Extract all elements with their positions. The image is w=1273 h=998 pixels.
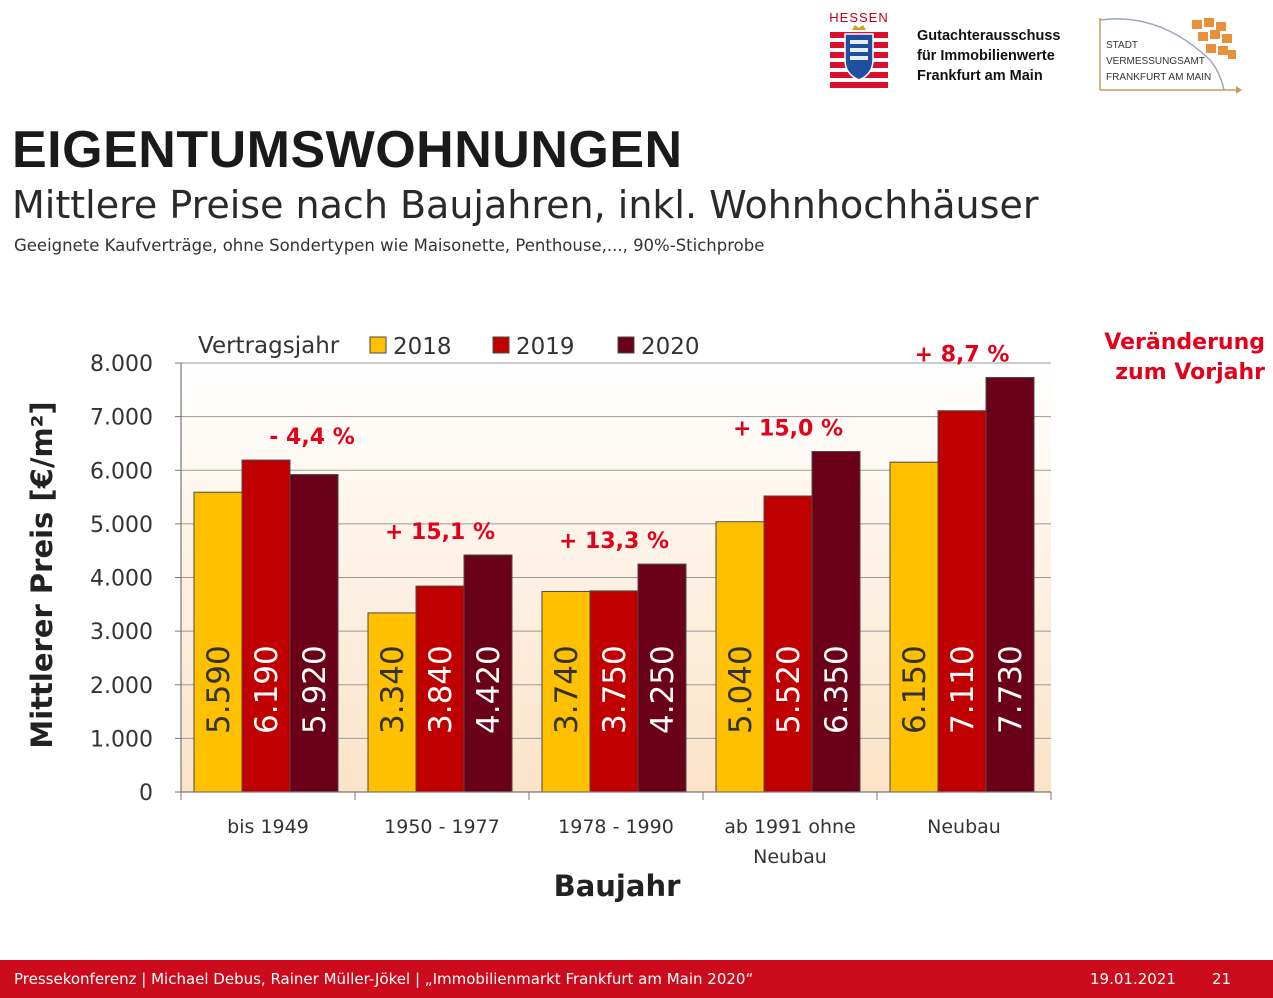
bar-value-label: 4.420 xyxy=(471,645,507,734)
x-tick-label: bis 1949 xyxy=(227,816,309,838)
y-tick-label: 5.000 xyxy=(90,513,153,538)
x-tick-label: 1978 - 1990 xyxy=(558,816,674,838)
legend-swatch xyxy=(492,336,510,354)
legend-label: 2020 xyxy=(641,334,700,360)
legend-label: 2018 xyxy=(393,334,452,360)
change-annotation: + 15,0 % xyxy=(733,416,843,441)
bar xyxy=(937,410,987,793)
legend-label: 2019 xyxy=(516,334,575,360)
bar xyxy=(889,461,939,793)
bar xyxy=(715,521,765,793)
logo-line-3: FRANKFURT AM MAIN xyxy=(1106,72,1211,83)
organization-name: Gutachterausschuss für Immobilienwerte F… xyxy=(917,26,1060,86)
org-line-2: für Immobilienwerte xyxy=(917,48,1055,64)
bar-value-label: 5.920 xyxy=(297,645,333,734)
y-tick-label: 0 xyxy=(139,781,153,806)
axes: 0 1.000 2.000 3.000 4.000 5.000 6.000 7.000 8.00… xyxy=(25,352,1052,903)
change-explanation-line-2: zum Vorjahr xyxy=(1115,360,1265,385)
bar-value-label: 3.740 xyxy=(549,645,585,734)
x-tick-label: 1950 - 1977 xyxy=(384,816,500,838)
bar-value-label: 7.730 xyxy=(993,645,1029,734)
bar-value-label: 6.350 xyxy=(819,645,855,734)
change-explanation: Veränderung zum Vorjahr xyxy=(1104,328,1265,388)
y-tick-label: 1.000 xyxy=(90,727,153,752)
y-tick-label: 4.000 xyxy=(90,567,153,592)
bar xyxy=(289,474,339,793)
y-tick-label: 3.000 xyxy=(90,620,153,645)
x-axis-title: Baujahr xyxy=(554,869,681,903)
bar xyxy=(811,450,861,793)
bar-value-label: 7.110 xyxy=(945,645,981,734)
y-tick-label: 7.000 xyxy=(90,406,153,431)
y-axis-title: Mittlerer Preis [€/m²] xyxy=(25,401,59,748)
bar-value-label: 3.340 xyxy=(375,645,411,734)
legend-title: Vertragsjahr xyxy=(198,333,340,359)
x-tick-label: Neubau xyxy=(753,846,827,868)
change-annotation: - 4,4 % xyxy=(269,425,354,450)
bar-value-label: 3.840 xyxy=(423,645,459,734)
bar-value-label: 5.040 xyxy=(723,645,759,734)
y-tick-label: 8.000 xyxy=(90,352,153,377)
bar-value-label: 5.520 xyxy=(771,645,807,734)
bar xyxy=(415,585,465,793)
bar-value-label: 3.750 xyxy=(597,645,633,734)
bar xyxy=(241,459,291,793)
bar xyxy=(193,491,243,793)
hessen-coat-of-arms-logo xyxy=(830,25,888,88)
footer-text: Pressekonferenz | Michael Debus, Rainer … xyxy=(14,970,754,988)
change-annotation: + 8,7 % xyxy=(915,342,1010,367)
bar-value-label: 5.590 xyxy=(201,645,237,734)
org-line-3: Frankfurt am Main xyxy=(917,68,1043,84)
change-annotation: + 15,1 % xyxy=(385,520,495,545)
x-tick-label: ab 1991 ohne xyxy=(724,816,856,838)
hessen-label: HESSEN xyxy=(829,10,889,25)
org-line-1: Gutachterausschuss xyxy=(917,28,1061,44)
y-tick-label: 6.000 xyxy=(90,459,153,484)
legend-swatch xyxy=(369,336,387,354)
bar xyxy=(541,590,591,793)
bar xyxy=(637,563,687,793)
bar-value-label: 6.150 xyxy=(897,645,933,734)
sample-note: Geeignete Kaufverträge, ohne Sondertypen… xyxy=(14,236,765,255)
page-title: EIGENTUMSWOHNUNGEN xyxy=(12,121,683,179)
y-tick-label: 2.000 xyxy=(90,674,153,699)
logo-line-2: VERMESSUNGSAMT xyxy=(1106,56,1205,67)
bar xyxy=(763,495,813,793)
bars: 5.590 6.190 5.920 - 4,4 % 3.340 3.840 4.420 + 1… xyxy=(193,342,1035,793)
legend-swatch xyxy=(617,336,635,354)
legend: Vertragsjahr 2018 2019 2020 xyxy=(198,333,700,360)
bar-value-label: 4.250 xyxy=(645,645,681,734)
change-annotation: + 13,3 % xyxy=(559,529,669,554)
footer-page-number: 21 xyxy=(1212,970,1232,988)
bar-value-label: 6.190 xyxy=(249,645,285,734)
change-explanation-line-1: Veränderung xyxy=(1104,330,1265,355)
stadtvermessungsamt-logo: STADT VERMESSUNGSAMT FRANKFURT AM MAIN xyxy=(1099,18,1242,94)
bar-chart: 5.590 6.190 5.920 - 4,4 % 3.340 3.840 4.420 + 1… xyxy=(25,333,1052,903)
page-subtitle: Mittlere Preise nach Baujahren, inkl. Wo… xyxy=(12,183,1039,227)
logo-line-1: STADT xyxy=(1106,40,1138,51)
footer-date: 19.01.2021 xyxy=(1090,970,1176,988)
x-tick-label: Neubau xyxy=(927,816,1001,838)
footer-bar: Pressekonferenz | Michael Debus, Rainer … xyxy=(0,960,1273,998)
